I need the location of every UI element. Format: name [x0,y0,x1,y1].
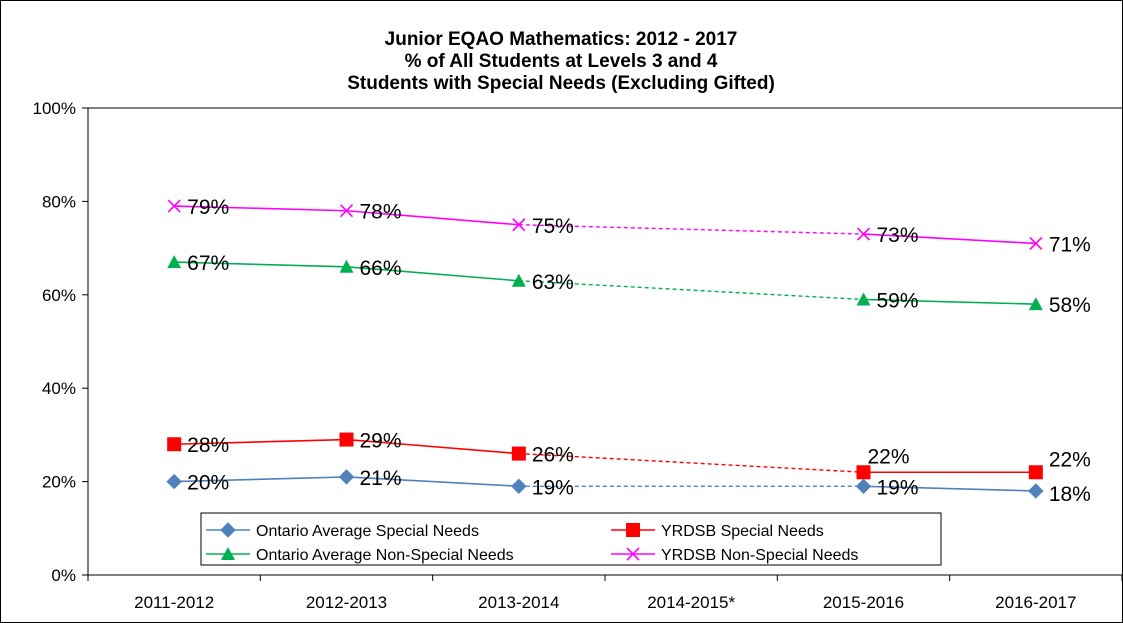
series-markers-group [166,199,1044,499]
data-label: 75% [532,215,574,238]
series-line-segment [174,476,347,483]
x-tick-label: 2012-2013 [306,593,387,612]
x-tick-label: 2014-2015* [647,593,735,612]
series-line-segment [346,476,519,488]
series-line-segment [346,265,519,282]
data-point-diamond-marker [511,478,527,494]
legend-entry-label: Ontario Average Non-Special Needs [256,547,514,564]
x-tick-label: 2013-2014 [478,593,559,612]
x-tick-label: 2011-2012 [134,593,214,612]
legend-entry-label: Ontario Average Special Needs [256,523,479,540]
data-point-diamond-marker [166,473,182,490]
data-label: 19% [877,476,919,499]
y-tick-label: 0% [51,566,76,585]
series-line-segment [174,438,347,446]
data-label: 22% [868,445,910,468]
data-point-x-marker [512,218,526,232]
data-label: 59% [877,289,919,312]
legend-x-marker [626,547,640,561]
chart-title-line-1: Junior EQAO Mathematics: 2012 - 2017 [385,29,738,50]
series-line-dashed-segment [518,224,864,235]
chart-title-group: Junior EQAO Mathematics: 2012 - 2017 % o… [347,29,775,94]
data-label: 21% [360,467,402,490]
data-point-diamond-marker [1028,483,1044,499]
series-line-dashed-segment [518,280,864,301]
y-tick-label: 20% [42,473,76,492]
data-label: 73% [877,224,919,247]
legend-square-marker [626,523,640,537]
series-line-dashed-segment [518,452,864,473]
data-point-triangle-marker [339,259,354,273]
data-point-x-marker [167,199,181,213]
series-line-segment [863,485,1036,492]
data-point-x-marker [856,227,871,241]
data-label: 19% [532,476,574,499]
legend-triangle-marker [221,547,235,560]
legend-diamond-marker [220,522,236,538]
series-line-segment [863,298,1036,305]
y-tick-label: 40% [42,379,76,398]
data-point-square-marker [856,465,871,480]
series-line-segment [346,209,519,226]
data-label: 63% [532,271,574,294]
data-point-triangle-marker [1028,297,1043,311]
data-point-triangle-marker [167,255,182,269]
data-label: 67% [187,252,229,275]
series-line-segment [863,233,1036,245]
x-tick-label: 2016-2017 [995,593,1076,612]
series-line-segment [174,205,347,212]
y-tick-label: 80% [42,192,76,211]
legend: Ontario Average Special Needs YRDSB Speci… [200,512,942,566]
data-point-x-marker [1029,236,1043,250]
data-point-square-marker [339,432,354,447]
data-point-diamond-marker [855,478,872,494]
data-point-triangle-marker [511,273,526,287]
data-label: 79% [187,196,229,219]
data-labels-group: 20% 21% 19% 19% 18% 28% 29% 26% 22% 22% 67% 66% 63% 5… [187,196,1091,506]
data-label: 20% [187,472,229,495]
data-label: 58% [1049,294,1091,317]
x-tick-label: 2015-2016 [823,593,904,612]
data-point-triangle-marker [856,292,871,306]
legend-entry-label: YRDSB Non-Special Needs [661,547,858,564]
data-point-square-marker [1028,465,1043,480]
y-tick-label: 100% [33,99,76,118]
data-label: 78% [360,201,402,224]
legend-entry-label: YRDSB Special Needs [661,523,824,540]
series-line-segment [174,261,347,268]
chart-title-line-2: % of All Students at Levels 3 and 4 [405,51,718,72]
data-point-square-marker [511,446,526,461]
data-point-x-marker [339,204,354,218]
data-label: 29% [360,430,402,453]
data-label: 22% [1049,448,1091,471]
data-label: 71% [1049,233,1091,256]
series-line-segment [346,438,519,455]
y-tick-label: 60% [42,286,76,305]
data-label: 28% [187,434,229,457]
legend-box [200,512,942,566]
data-point-square-marker [167,437,182,452]
data-label: 18% [1049,483,1091,506]
series-lines-group [174,205,1036,492]
data-point-diamond-marker [338,469,355,485]
chart-title-line-3: Students with Special Needs (Excluding G… [347,73,775,94]
data-label: 66% [360,257,402,280]
axes-group: 0% 20% 40% 60% 80% 100% 2011-2012 2012-2013 2013… [33,99,1122,612]
data-label: 26% [532,444,574,467]
